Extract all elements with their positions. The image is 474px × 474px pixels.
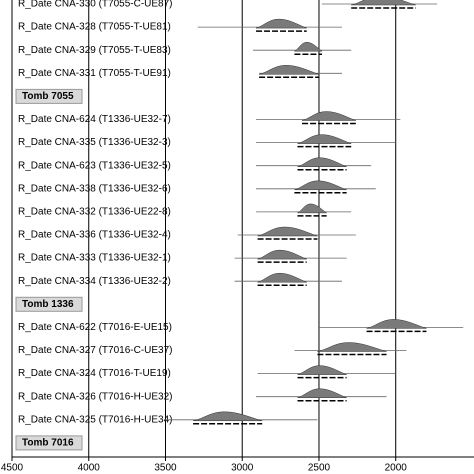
row-label: R_Date CNA-338 (T1336-UE32-6) bbox=[18, 183, 171, 194]
row-label: R_Date CNA-328 (T7055-T-UE81) bbox=[18, 22, 171, 33]
x-tick-label: 3000 bbox=[231, 463, 254, 474]
distribution bbox=[294, 41, 323, 52]
row-label: R_Date CNA-327 (T7016-C-UE37) bbox=[18, 345, 173, 356]
row-label: R_Date CNA-331 (T7055-T-UE91) bbox=[18, 68, 171, 79]
group-label-box bbox=[15, 296, 83, 312]
distribution bbox=[366, 319, 427, 329]
row-label: R_Date CNA-325 (T7016-H-UE34) bbox=[18, 414, 173, 425]
group-label: Tomb 7016 bbox=[22, 438, 74, 449]
distribution bbox=[297, 134, 352, 144]
distribution bbox=[297, 388, 347, 398]
distribution bbox=[317, 342, 387, 352]
row-label: R_Date CNA-335 (T1336-UE32-3) bbox=[18, 137, 171, 148]
x-tick-label: 2500 bbox=[308, 463, 331, 474]
group-label-box bbox=[15, 435, 83, 451]
distribution bbox=[259, 65, 320, 75]
x-tick-label: 4500 bbox=[1, 463, 24, 474]
row-label: R_Date CNA-332 (T1336-UE22-8) bbox=[18, 207, 171, 218]
row-label: R_Date CNA-622 (T7016-E-UE15) bbox=[18, 322, 172, 333]
distribution bbox=[257, 226, 318, 237]
distribution bbox=[297, 365, 347, 375]
distribution bbox=[351, 0, 416, 6]
row-label: R_Date CNA-623 (T1336-UE32-5) bbox=[18, 160, 171, 171]
distribution bbox=[257, 272, 307, 283]
row-label: R_Date CNA-334 (T1336-UE32-2) bbox=[18, 276, 171, 287]
row-label: R_Date CNA-329 (T7055-T-UE83) bbox=[18, 45, 171, 56]
distribution bbox=[257, 249, 307, 260]
distribution bbox=[297, 203, 328, 214]
x-tick-label: 3500 bbox=[154, 463, 177, 474]
group-label: Tomb 7055 bbox=[22, 91, 74, 102]
distribution bbox=[297, 157, 347, 167]
group-label: Tomb 1336 bbox=[22, 299, 74, 310]
distribution bbox=[193, 411, 263, 422]
row-label: R_Date CNA-333 (T1336-UE32-1) bbox=[18, 253, 171, 264]
row-label: R_Date CNA-336 (T1336-UE32-4) bbox=[18, 230, 171, 241]
row-label: R_Date CNA-624 (T1336-UE32-7) bbox=[18, 114, 171, 125]
distribution bbox=[294, 180, 347, 191]
row-label: R_Date CNA-330 (T7055-C-UE87) bbox=[18, 0, 173, 10]
distribution bbox=[302, 111, 356, 121]
group-label-box bbox=[15, 88, 83, 104]
distribution bbox=[255, 18, 307, 29]
x-tick-label: 4000 bbox=[78, 463, 101, 474]
row-label: R_Date CNA-324 (T7016-T-UE19) bbox=[18, 368, 171, 379]
x-tick-label: 2000 bbox=[385, 463, 408, 474]
row-label: R_Date CNA-326 (T7016-H-UE32) bbox=[18, 391, 173, 402]
